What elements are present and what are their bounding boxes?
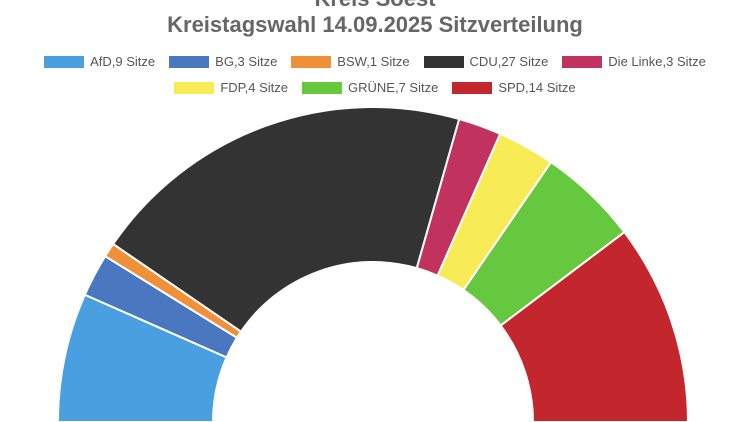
legend-label-afd: AfD,9 Sitze (90, 54, 156, 69)
chart-title-top: Kreis Soest (0, 0, 750, 12)
legend-swatch-afd (44, 55, 85, 68)
legend-swatch-cdu (423, 55, 464, 68)
legend-swatch-spd (452, 81, 493, 94)
legend-label-gruene: GRÜNE,7 Sitze (348, 80, 439, 95)
legend-item-die-linke[interactable]: Die Linke,3 Sitze (562, 54, 706, 69)
chart-title-block: Kreis Soest Kreistagswahl 14.09.2025 Sit… (0, 0, 750, 38)
legend-item-gruene[interactable]: GRÜNE,7 Sitze (302, 80, 438, 95)
slice-cdu[interactable] (111, 106, 461, 333)
legend-label-die-linke: Die Linke,3 Sitze (608, 54, 706, 69)
legend-label-fdp: FDP,4 Sitze (220, 80, 289, 95)
legend-item-afd[interactable]: AfD,9 Sitze (44, 54, 155, 69)
legend-label-cdu: CDU,27 Sitze (469, 54, 549, 69)
legend-item-cdu[interactable]: CDU,27 Sitze (423, 54, 549, 69)
legend-swatch-die-linke (562, 55, 603, 68)
legend-item-fdp[interactable]: FDP,4 Sitze (174, 80, 288, 95)
legend-swatch-bg (169, 55, 210, 68)
legend-label-spd: SPD,14 Sitze (498, 80, 576, 95)
legend-label-bg: BG,3 Sitze (215, 54, 278, 69)
legend-swatch-fdp (174, 81, 215, 94)
legend-item-spd[interactable]: SPD,14 Sitze (452, 80, 576, 95)
legend-row-1: AfD,9 Sitze BG,3 Sitze BSW,1 Sitze CDU,2… (0, 54, 750, 69)
legend-row-2: FDP,4 Sitze GRÜNE,7 Sitze SPD,14 Sitze (0, 80, 750, 95)
legend-item-bg[interactable]: BG,3 Sitze (169, 54, 277, 69)
legend-item-bsw[interactable]: BSW,1 Sitze (291, 54, 410, 69)
legend-swatch-gruene (302, 81, 343, 94)
legend-label-bsw: BSW,1 Sitze (337, 54, 410, 69)
legend-swatch-bsw (291, 55, 332, 68)
chart-title: Kreistagswahl 14.09.2025 Sitzverteilung (167, 12, 583, 37)
